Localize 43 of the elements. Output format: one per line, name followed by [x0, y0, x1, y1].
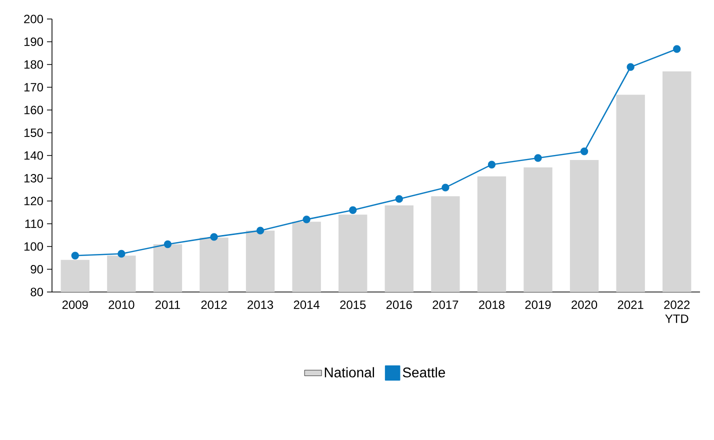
y-tick-label: 90: [30, 265, 44, 274]
point: [580, 148, 588, 156]
x-tick-label: 2020: [572, 300, 598, 309]
point: [118, 250, 126, 258]
x-tick-label: 2018: [479, 300, 504, 309]
point: [302, 216, 310, 224]
y-tick-label: 170: [24, 83, 44, 92]
x-tick-label: 2013: [248, 300, 274, 309]
point: [210, 233, 218, 241]
y-tick-label: 160: [24, 106, 44, 114]
y-tick-label: 150: [24, 128, 44, 137]
y-tick-label: 200: [24, 14, 44, 24]
y-tick-label: 180: [24, 60, 44, 69]
x-tick-label: 2021: [618, 300, 644, 309]
point: [71, 252, 79, 260]
x-tick-label: 2019: [525, 300, 551, 309]
point: [442, 184, 450, 192]
legend-label: Seattle: [402, 367, 446, 378]
x-tick-label: 2015: [340, 300, 366, 309]
x-tick-label: 2022 YTD: [664, 300, 690, 323]
point: [626, 63, 634, 71]
y-tick-label: 80: [30, 288, 44, 296]
x-tick-label: 2014: [294, 300, 320, 309]
y-tick-label: 120: [24, 196, 44, 206]
point: [256, 226, 264, 234]
legend-label: National: [324, 367, 374, 378]
y-tick-label: 190: [24, 38, 44, 46]
x-tick-label: 2016: [386, 300, 412, 309]
x-tick-label: 2012: [201, 300, 227, 309]
point: [164, 240, 172, 248]
point: [534, 154, 542, 162]
point: [673, 45, 681, 53]
x-tick-label: 2010: [108, 300, 134, 309]
point: [488, 160, 496, 168]
x-tick-label: 2011: [155, 300, 180, 309]
y-tick-label: 100: [24, 242, 44, 251]
y-tick-label: 110: [25, 220, 44, 228]
point: [395, 195, 403, 203]
x-tick-label: 2009: [62, 300, 88, 309]
x-tick-label: 2017: [432, 300, 458, 309]
point: [349, 206, 357, 214]
y-tick-label: 140: [24, 151, 44, 160]
y-tick-label: 130: [24, 174, 44, 182]
